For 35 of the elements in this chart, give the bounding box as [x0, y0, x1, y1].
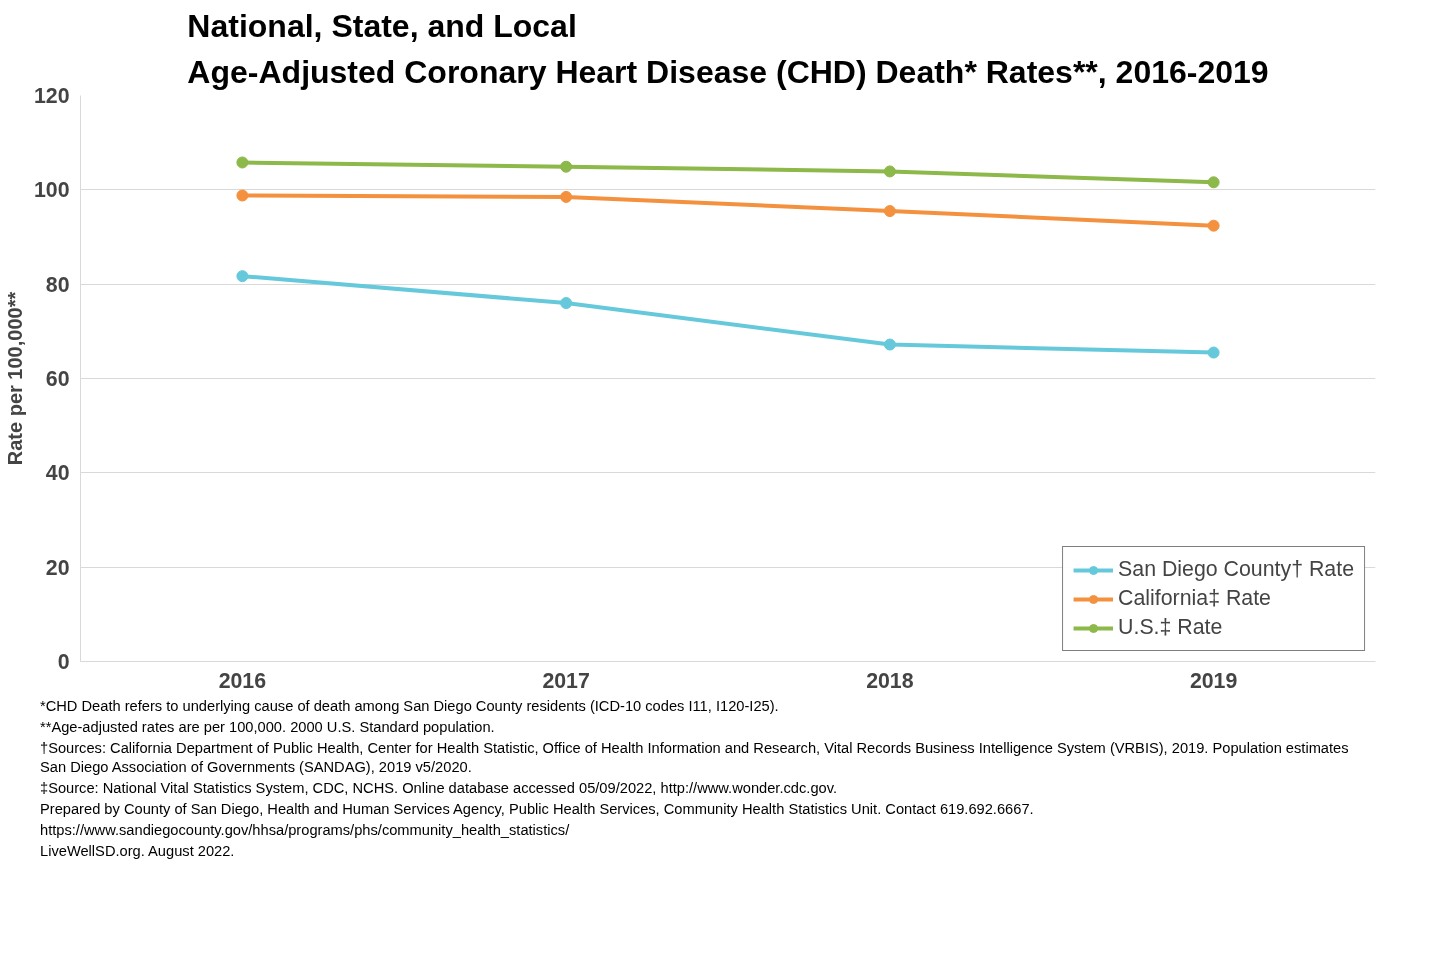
point	[1207, 219, 1220, 232]
point	[236, 189, 249, 202]
y-tick-label: 40	[45, 461, 70, 486]
text: ‡Source: National Vital Statistics System, CDC, NCHS. Online database accessed 05/09/2022, http://www.wonder.cdc.gov.	[40, 779, 838, 799]
y-tick-label: 60	[45, 367, 70, 391]
text: **Age-adjusted rates are per 100,000. 2000 U.S. Standard population.	[40, 718, 496, 738]
point	[236, 270, 249, 283]
point	[883, 165, 896, 178]
x-tick-label: 2016	[218, 668, 267, 693]
text: †Sources: California Department of Public Health, Center for Health Statistic, Office of Health Information and Research, Vital Records Business Intelligence System (VRBIS), 2019. Population estimates San Diego Association of Governments (SANDAG), 2019 v5/2020.	[40, 739, 1350, 778]
x-tick-label: 2018	[866, 668, 914, 693]
y-tick-label: 0	[57, 650, 70, 674]
y-tick-label: 20	[45, 555, 70, 580]
text: Prepared by County of San Diego, Health and Human Services Agency, Public Health Services, Community Health Statistics Unit. Contact 619.692.6667.	[40, 800, 1035, 820]
text: https://www.sandiegocounty.gov/hhsa/programs/phs/community_health_statistics/	[40, 821, 571, 841]
y-tick-label: 120	[33, 84, 70, 108]
text: *CHD Death refers to underlying cause of death among San Diego County residents (ICD-10 codes I11, I120-I25).	[40, 697, 780, 716]
point	[560, 160, 573, 173]
x-tick-label: 2019	[1189, 668, 1238, 693]
text: LiveWellSD.org. August 2022.	[40, 842, 236, 862]
point	[560, 190, 573, 203]
legend-label: U.S.‡ Rate	[1118, 615, 1223, 640]
y-axis-title: Rate per 100,000**	[3, 291, 26, 466]
x-tick-label: 2017	[542, 668, 590, 693]
point	[883, 338, 896, 351]
point	[1207, 176, 1220, 189]
y-tick-label: 80	[45, 272, 70, 297]
y-tick-label: 100	[33, 178, 70, 203]
legend-label: San Diego County† Rate	[1118, 557, 1354, 582]
legend-label: California‡ Rate	[1118, 586, 1271, 611]
point	[236, 156, 249, 169]
chart-title: National, State, and Local Age-Adjusted Coronary Heart Disease (CHD) Death* Rates**, 2016-2019	[187, 7, 1269, 91]
point	[1207, 346, 1220, 359]
point	[560, 297, 573, 310]
point	[883, 205, 896, 218]
